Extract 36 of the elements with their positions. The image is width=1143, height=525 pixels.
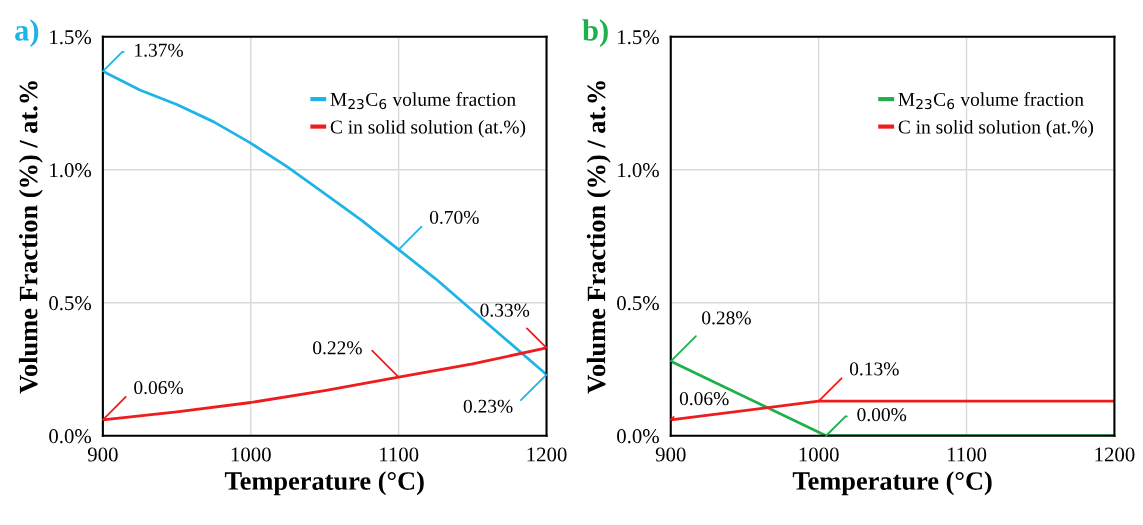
x-tick-label: 1100: [947, 447, 987, 462]
annotation: 0.06%: [134, 380, 183, 395]
legend-label: C in solid solution (at.%): [330, 119, 526, 138]
y-axis-title: Volume Fraction (%) / at.%: [18, 81, 43, 394]
chart-title: b): [582, 19, 608, 47]
annotation: 0.28%: [702, 311, 751, 325]
y-axis-title: Volume Fraction (%) / at.%: [586, 81, 611, 394]
y-tick-label: 1.5%: [50, 30, 92, 45]
annotation: 1.37%: [135, 43, 183, 57]
annotation: 0.23%: [463, 399, 513, 413]
legend-label: M$_{23}$C$_{6}$ volume fraction: [898, 92, 1084, 110]
x-tick-label: 1000: [231, 447, 271, 462]
x-axis-title: Temperature (°C): [224, 471, 424, 496]
x-tick-label: 900: [655, 447, 686, 462]
legend-label: M$_{23}$C$_{6}$ volume fraction: [330, 92, 516, 110]
annotation: 0.22%: [313, 341, 362, 355]
x-tick-label: 1200: [527, 447, 567, 462]
y-tick-label: 1.5%: [618, 30, 659, 45]
y-tick-label: 0.0%: [49, 429, 92, 444]
x-axis-title: Temperature (°C): [792, 471, 992, 496]
chart-title: a): [15, 19, 39, 47]
annotation: 0.06%: [679, 392, 729, 406]
x-tick-label: 1100: [380, 447, 419, 462]
annotation: 0.33%: [480, 303, 530, 317]
y-tick-label: 0.5%: [617, 296, 659, 311]
x-tick-label: 1000: [799, 447, 839, 462]
annotation: 0.13%: [849, 362, 899, 376]
legend-label: C in solid solution (at.%): [898, 119, 1094, 138]
x-tick-label: 1200: [1095, 447, 1135, 462]
y-tick-label: 1.0%: [50, 163, 92, 178]
annotation: 0.00%: [857, 408, 907, 422]
annotation: 0.70%: [429, 210, 479, 224]
x-tick-label: 900: [87, 447, 118, 462]
y-tick-label: 1.0%: [618, 163, 659, 178]
y-tick-label: 0.5%: [49, 296, 92, 311]
y-tick-label: 0.0%: [617, 429, 659, 444]
